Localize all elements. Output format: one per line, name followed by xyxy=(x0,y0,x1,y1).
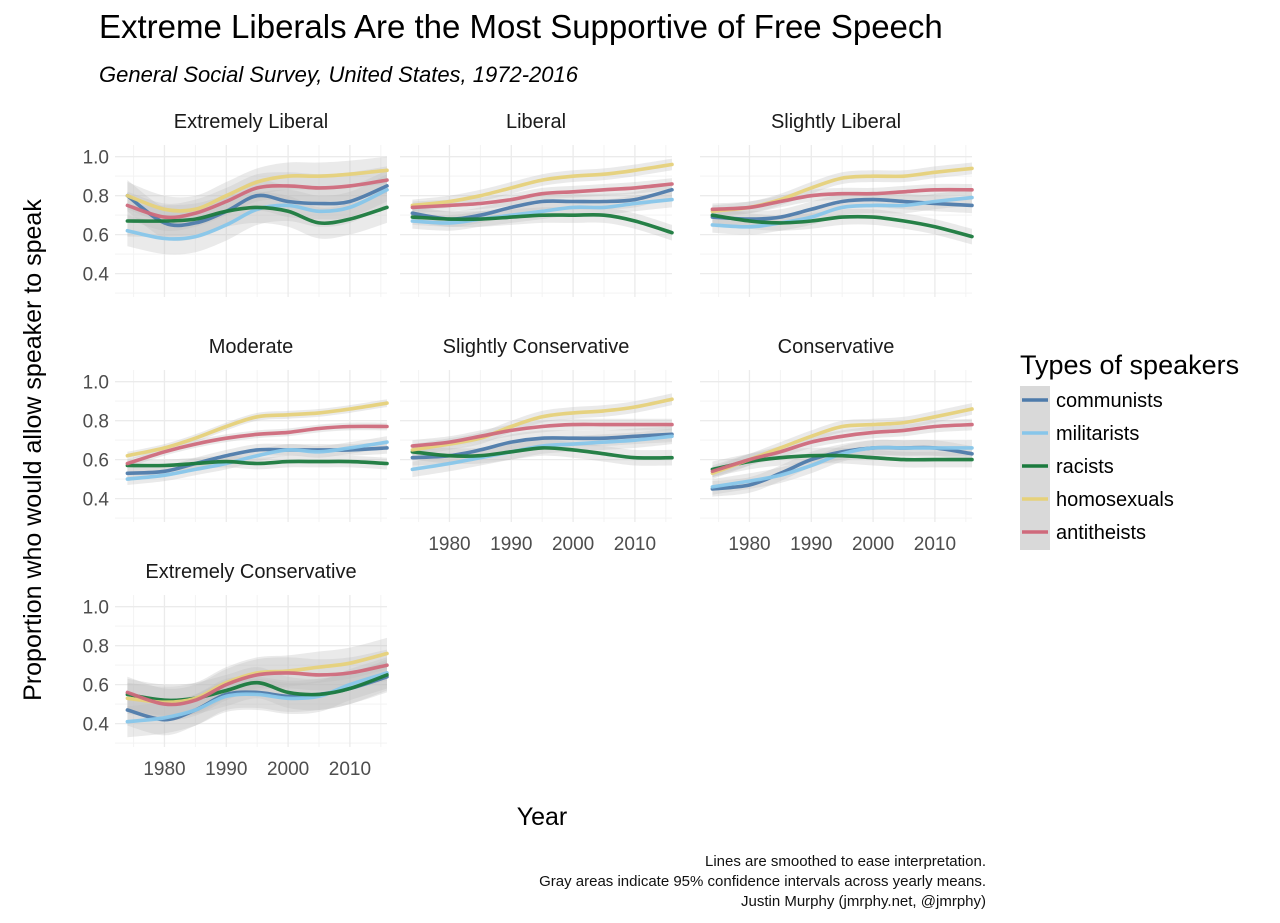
legend-item-antitheists: antitheists xyxy=(1022,522,1146,544)
x-tick-label: 1980 xyxy=(428,534,470,555)
ribbon-communists xyxy=(127,661,388,736)
line-racists xyxy=(410,212,674,235)
y-tick-label: 1.0 xyxy=(83,148,109,169)
line-militarists xyxy=(125,188,389,241)
y-tick-label: 0.8 xyxy=(83,637,109,658)
gridlines xyxy=(400,145,672,297)
x-tick-label: 2000 xyxy=(267,759,309,780)
gridlines xyxy=(115,370,387,522)
x-tick-label: 2000 xyxy=(552,534,594,555)
legend-label-racists: racists xyxy=(1056,456,1114,478)
panel-moderate: Moderate 0.4 0.6 0.8 1.0 xyxy=(83,336,389,522)
legend-item-homosexuals: homosexuals xyxy=(1022,489,1174,511)
x-tick-label: 2000 xyxy=(852,534,894,555)
ribbon-antitheists xyxy=(412,418,672,452)
panel-title-slightly-conservative: Slightly Conservative xyxy=(443,336,630,358)
ribbon-racists xyxy=(712,447,972,478)
panel-extremely-liberal: Extremely Liberal 0.4 0.6 0.8 1.0 xyxy=(83,111,389,297)
legend-key-background xyxy=(1020,386,1050,550)
line-militarists xyxy=(410,434,674,472)
line-homosexuals xyxy=(125,651,389,705)
legend: Types of speakers communists militarists r… xyxy=(1020,350,1239,550)
legend-label-communists: communists xyxy=(1056,390,1163,412)
facet-panels: Extremely Liberal 0.4 0.6 0.8 1.0 Liberal Slig… xyxy=(83,111,974,780)
panel-liberal: Liberal xyxy=(400,111,674,297)
line-antitheists xyxy=(410,182,674,210)
legend-item-communists: communists xyxy=(1022,390,1163,412)
line-homosexuals xyxy=(125,168,389,213)
line-racists xyxy=(710,453,974,472)
y-tick-label: 0.4 xyxy=(83,490,110,511)
y-tick-label: 0.4 xyxy=(83,715,110,736)
y-tick-label: 0.6 xyxy=(83,451,109,472)
ribbon-racists xyxy=(127,191,388,239)
ribbon-antitheists xyxy=(712,418,972,478)
line-antitheists xyxy=(125,424,389,466)
legend-label-homosexuals: homosexuals xyxy=(1056,489,1174,511)
panel-conservative: Conservative 1980 1990 2000 2010 xyxy=(700,336,974,555)
x-tick-label: 1990 xyxy=(790,534,832,555)
y-tick-label: 0.8 xyxy=(83,187,109,208)
x-tick-label: 1990 xyxy=(490,534,532,555)
ribbon-militarists xyxy=(127,174,388,255)
caption: Lines are smoothed to ease interpretatio… xyxy=(539,853,986,910)
panel-title-extremely-conservative: Extremely Conservative xyxy=(145,561,356,583)
caption-line-2: Gray areas indicate 95% confidence inter… xyxy=(539,873,986,890)
chart-title: Extreme Liberals Are the Most Supportive… xyxy=(99,8,943,45)
legend-title: Types of speakers xyxy=(1020,350,1239,380)
y-tick-label: 0.4 xyxy=(83,265,110,286)
line-homosexuals xyxy=(410,397,674,452)
chart-subtitle: General Social Survey, United States, 19… xyxy=(99,62,579,87)
y-tick-label: 0.6 xyxy=(83,226,109,247)
line-antitheists xyxy=(125,663,389,707)
y-axis-title: Proportion who would allow speaker to sp… xyxy=(19,199,47,701)
x-tick-label: 2010 xyxy=(614,534,656,555)
line-antitheists xyxy=(410,422,674,448)
x-tick-label: 2010 xyxy=(329,759,371,780)
legend-item-militarists: militarists xyxy=(1022,423,1139,445)
line-militarists xyxy=(125,440,389,481)
panel-slightly-liberal: Slightly Liberal xyxy=(700,111,974,297)
line-militarists xyxy=(710,445,974,489)
line-homosexuals xyxy=(410,162,674,208)
x-tick-label: 1980 xyxy=(143,759,185,780)
line-racists xyxy=(710,213,974,239)
panel-title-conservative: Conservative xyxy=(778,336,895,358)
panel-extremely-conservative: Extremely Conservative 0.4 0.6 0.8 1.0 1980 19… xyxy=(83,561,389,780)
x-axis-title: Year xyxy=(517,803,568,831)
line-antitheists xyxy=(710,187,974,212)
legend-item-racists: racists xyxy=(1022,456,1114,478)
line-antitheists xyxy=(710,422,974,474)
y-tick-label: 1.0 xyxy=(83,598,109,619)
line-militarists xyxy=(125,671,389,724)
x-tick-label: 2010 xyxy=(914,534,956,555)
line-antitheists xyxy=(125,178,389,220)
panel-title-extremely-liberal: Extremely Liberal xyxy=(174,111,329,133)
ribbon-communists xyxy=(712,439,972,497)
line-militarists xyxy=(410,197,674,225)
panel-title-slightly-liberal: Slightly Liberal xyxy=(771,111,901,133)
line-homosexuals xyxy=(125,401,389,458)
x-tick-label: 1990 xyxy=(205,759,247,780)
y-tick-label: 0.8 xyxy=(83,412,109,433)
line-racists xyxy=(125,205,389,226)
ribbon-militarists xyxy=(127,657,388,738)
line-racists xyxy=(125,459,389,468)
y-tick-label: 0.6 xyxy=(83,676,109,697)
line-communists xyxy=(125,184,389,228)
y-tick-label: 1.0 xyxy=(83,373,109,394)
panel-slightly-conservative: Slightly Conservative 1980 1990 2000 2010 xyxy=(400,336,674,555)
line-racists xyxy=(410,446,674,460)
panel-title-moderate: Moderate xyxy=(209,336,294,358)
line-militarists xyxy=(710,195,974,229)
caption-line-1: Lines are smoothed to ease interpretatio… xyxy=(705,853,986,870)
ribbon-homosexuals xyxy=(127,156,388,225)
caption-line-3: Justin Murphy (jmrphy.net, @jmrphy) xyxy=(741,893,986,910)
panel-title-liberal: Liberal xyxy=(506,111,566,133)
legend-label-antitheists: antitheists xyxy=(1056,522,1146,544)
x-tick-label: 1980 xyxy=(728,534,770,555)
ribbon-militarists xyxy=(712,439,972,495)
legend-label-militarists: militarists xyxy=(1056,423,1139,445)
